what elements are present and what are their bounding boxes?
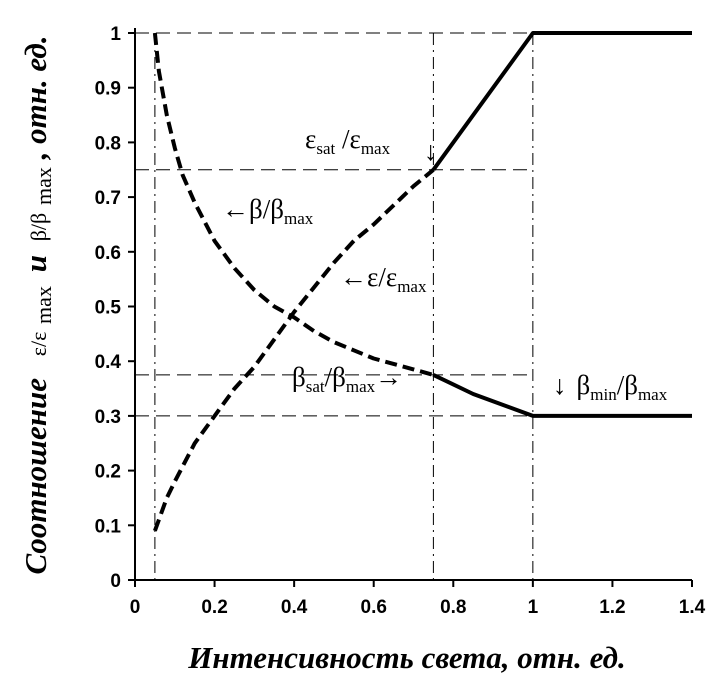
- y-tick-label: 0.9: [95, 79, 121, 100]
- series-line-beta_dashed: [152, 32, 434, 377]
- y-axis-title-mid: и: [18, 255, 53, 272]
- series-line-eps_dashed: [153, 168, 435, 532]
- annotation-beta-label: ←β/βmax: [222, 194, 314, 228]
- y-axis-title-sym2-sub: max: [31, 167, 56, 205]
- annotation-beta-min: ↓ βmin/βmax: [553, 370, 668, 404]
- annotation-eps-label: ←ε/εmax: [340, 262, 427, 296]
- y-tick-label: 0.2: [95, 462, 121, 483]
- y-tick-label: 0.5: [95, 298, 122, 319]
- annotation-eps-sat: εsat /εmax: [305, 124, 391, 158]
- tick-labels: 0 0.1 0.2 0.3 0.4 0.5 0.6 0.7 0.8 0.9 1 0 0.2 0.4 0.6 0…: [95, 24, 706, 618]
- x-tick-label: 1.4: [679, 597, 706, 618]
- annotation-eps-sat-arrow: ↓: [424, 136, 438, 166]
- svg-text:Соотношение ε/ε ma: Соотношение ε/ε max и β/β max , отн. ед.: [18, 35, 58, 574]
- series-line-eps_solid: [431, 31, 692, 171]
- x-tick-label: 1: [528, 597, 539, 618]
- y-axis-title-sym1: ε/ε: [26, 332, 51, 357]
- y-tick-label: 0.8: [95, 133, 121, 154]
- x-tick-label: 1.2: [599, 597, 625, 618]
- y-tick-label: 0.3: [95, 407, 121, 428]
- y-tick-label: 0.1: [95, 516, 122, 537]
- x-tick-label: 0.8: [440, 597, 466, 618]
- series-group: [152, 31, 692, 532]
- y-tick-label: 0: [110, 571, 121, 592]
- y-tick-label: 1: [110, 24, 121, 45]
- x-tick-label: 0.2: [201, 597, 227, 618]
- reference-lines: [135, 32, 534, 580]
- y-tick-label: 0.4: [95, 352, 122, 373]
- y-axis-title-suffix: , отн. ед.: [18, 35, 53, 160]
- series-line-beta_solid: [432, 373, 692, 418]
- x-tick-label: 0: [130, 597, 141, 618]
- x-tick-label: 0.6: [361, 597, 387, 618]
- x-axis-title: Интенсивность света, отн. ед.: [187, 640, 625, 675]
- y-axis-title-sym2: β/β: [26, 213, 51, 242]
- annotation-beta-sat: βsat/βmax→: [292, 362, 402, 396]
- x-tick-label: 0.4: [281, 597, 308, 618]
- y-tick-label: 0.7: [95, 188, 121, 209]
- y-axis-title: Соотношение ε/ε max и β/β max , отн. ед.: [18, 35, 58, 574]
- axes: [128, 28, 693, 587]
- y-axis-title-sym1-sub: max: [31, 286, 56, 324]
- y-tick-label: 0.6: [95, 243, 121, 264]
- y-axis-title-prefix: Соотношение: [18, 378, 53, 575]
